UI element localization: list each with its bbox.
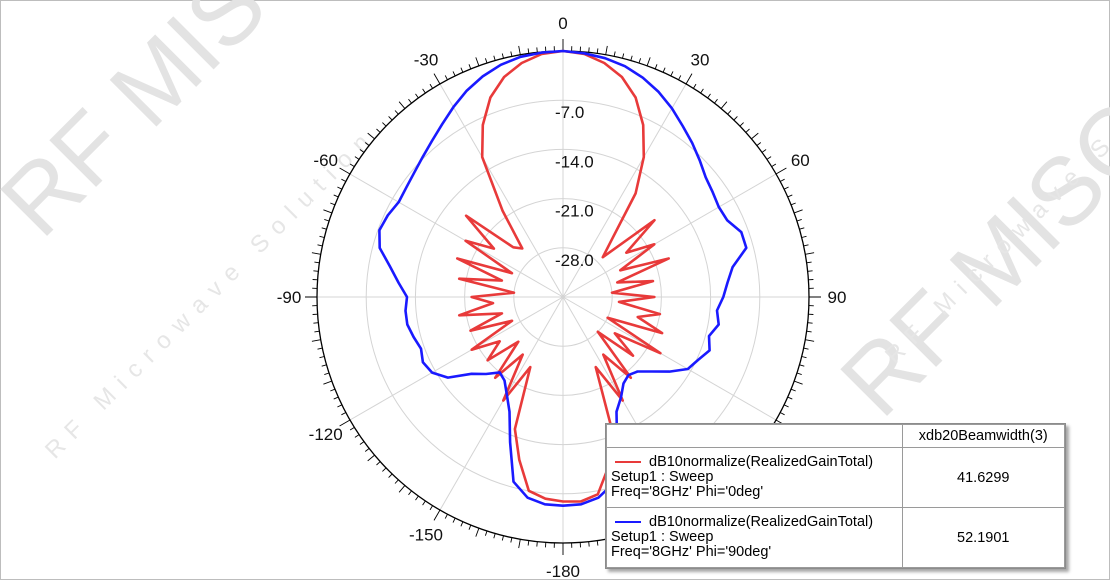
angle-tick-label: 0 — [558, 14, 567, 33]
trace-setup: Setup1 : Sweep — [611, 469, 714, 485]
angular-grid-spoke — [439, 83, 564, 298]
angular-grid-spoke — [562, 83, 687, 298]
trace-setup: Setup1 : Sweep — [611, 529, 714, 545]
legend-label-phi0: dB10normalize(RealizedGainTotal) Setup1 … — [606, 447, 903, 508]
angle-tick-label: -90 — [277, 288, 302, 307]
legend-value-phi90: 52.1901 — [901, 507, 1065, 568]
radial-tick-label: -7.0 — [555, 103, 584, 122]
angular-grid-spoke — [349, 296, 564, 421]
axis-labels: 0 30 60 90 -30 -60 -90 -120 -150 -180 -7.0 -14.0 -21… — [277, 14, 847, 580]
legend-label-phi90: dB10normalize(RealizedGainTotal) Setup1 … — [606, 507, 903, 568]
angle-tick-label: -60 — [313, 151, 338, 170]
legend-header: xdb20Beamwidth(3) — [901, 424, 1065, 448]
trace-swatch-blue — [615, 521, 641, 524]
trace-name: dB10normalize(RealizedGainTotal) — [649, 454, 874, 470]
trace-name: dB10normalize(RealizedGainTotal) — [649, 514, 874, 530]
angle-tick-label: 90 — [828, 288, 847, 307]
legend-header-blank — [606, 424, 903, 448]
legend-value-phi0: 41.6299 — [901, 447, 1065, 508]
legend-row-phi0[interactable]: dB10normalize(RealizedGainTotal) Setup1 … — [606, 447, 1065, 508]
angle-tick-label: 60 — [791, 151, 810, 170]
trace-swatch-red — [615, 461, 641, 464]
angle-tick-label: -30 — [414, 51, 439, 70]
angular-grid-spoke — [562, 173, 777, 298]
trace-freq: Freq='8GHz' Phi='0deg' — [611, 484, 764, 500]
radial-tick-label: -28.0 — [555, 251, 594, 270]
angular-grid-spoke — [562, 296, 777, 421]
trace-legend[interactable]: xdb20Beamwidth(3) dB10normalize(Realized… — [605, 423, 1066, 569]
pattern-traces — [378, 49, 748, 507]
angle-tick-label: -180 — [546, 562, 580, 580]
radial-tick-label: -14.0 — [555, 152, 594, 171]
angular-grid-spoke — [439, 296, 564, 511]
angular-grid-spoke — [349, 173, 564, 298]
angle-tick-label: -150 — [409, 525, 443, 544]
pattern-trace-red — [456, 49, 670, 503]
radial-tick-label: -21.0 — [555, 202, 594, 221]
angle-tick-label: 30 — [691, 51, 710, 70]
pattern-trace-blue — [378, 49, 748, 507]
legend-row-phi90[interactable]: dB10normalize(RealizedGainTotal) Setup1 … — [606, 507, 1065, 568]
angle-tick-label: -120 — [309, 425, 343, 444]
trace-freq: Freq='8GHz' Phi='90deg' — [611, 544, 772, 560]
